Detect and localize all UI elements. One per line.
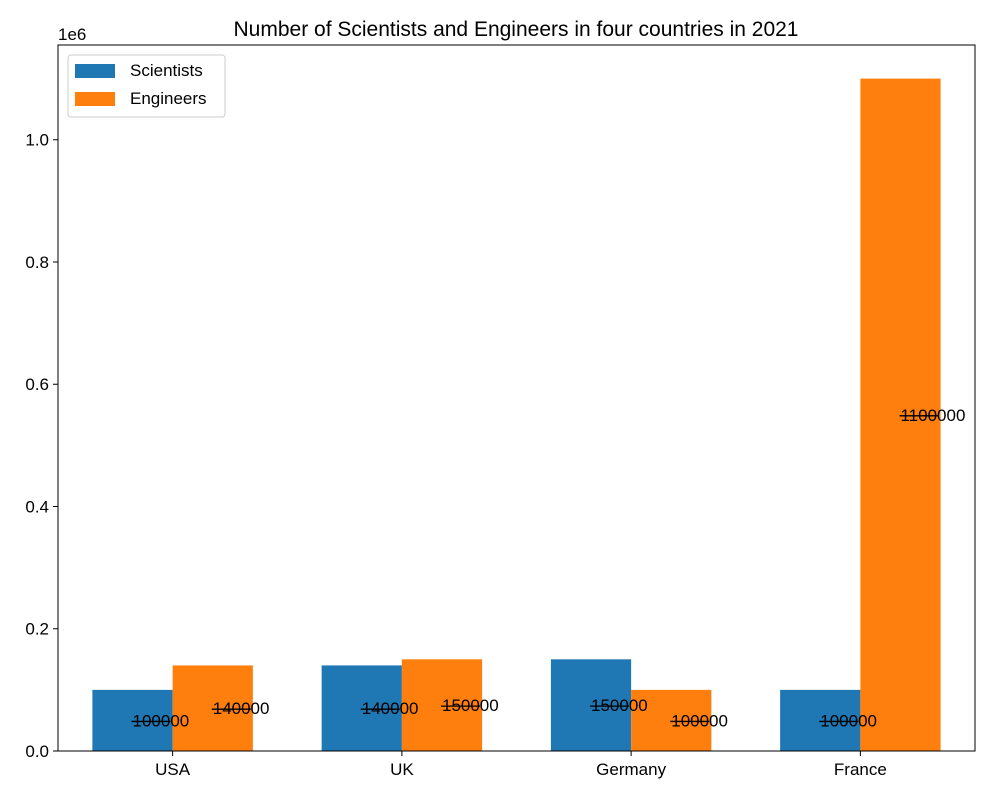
y-axis: 0.0 0.2 0.4 0.6 0.8 1.0 [25,131,58,761]
y-tick-label: 0.8 [25,253,49,272]
y-tick-label: 0.2 [25,620,49,639]
y-tick-label: 0.4 [25,497,49,516]
bar-engineers-usa [172,665,253,751]
legend-swatch-engineers [75,92,115,106]
y-tick-label: 0.6 [25,375,49,394]
y-axis-offset-label: 1e6 [58,25,86,44]
bar-scientists-france [780,689,861,751]
y-tick-label: 1.0 [25,131,49,150]
bar-engineers-germany [631,689,712,751]
bar-engineers-uk [401,659,483,751]
legend-swatch-scientists [75,64,115,78]
legend-label-scientists: Scientists [130,61,203,80]
bar-scientists-germany [550,659,632,751]
x-axis: USA UK Germany France [155,751,887,779]
x-tick-label-france: France [834,760,887,779]
x-tick-label-uk: UK [390,760,414,779]
bar-scientists-uk [321,665,402,751]
x-tick-label-germany: Germany [596,760,666,779]
legend: Scientists Engineers [67,54,226,118]
y-tick-label: 0.0 [25,742,49,761]
bar-scientists-usa [92,689,173,751]
plot-area-frame [57,44,976,752]
legend-label-engineers: Engineers [130,89,207,108]
x-tick-label-usa: USA [155,760,191,779]
bar-engineers-france [860,78,941,752]
bars-group [92,78,941,752]
chart-title: Number of Scientists and Engineers in fo… [234,18,799,41]
